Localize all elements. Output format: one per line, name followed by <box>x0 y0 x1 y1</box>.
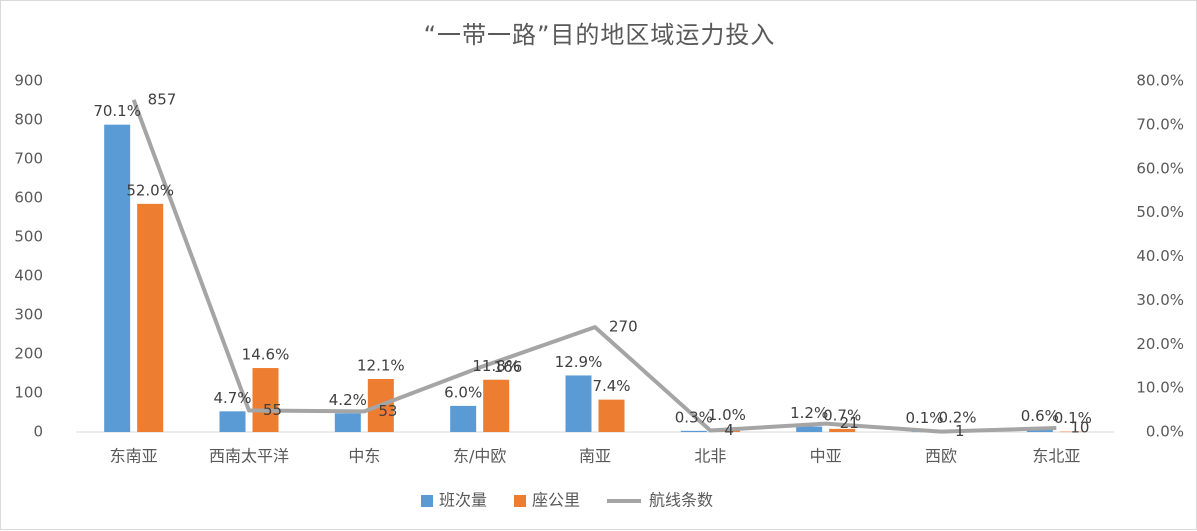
right-axis-tick-label: 60.0% <box>1136 159 1184 177</box>
left-axis-tick-label: 300 <box>14 306 43 324</box>
bar-flights <box>796 426 823 432</box>
line-data-label: 53 <box>378 402 397 420</box>
right-axis-tick-label: 30.0% <box>1136 291 1184 309</box>
bar-data-label: 6.0% <box>444 383 482 401</box>
bar-flights <box>104 124 131 433</box>
legend-label: 航线条数 <box>649 491 713 510</box>
bar-data-label: 12.1% <box>357 356 405 374</box>
bar-data-label: 70.1% <box>93 102 141 120</box>
bar-seat-km <box>137 203 164 432</box>
bar-flights <box>680 430 707 432</box>
chart-title: “一带一路”目的地区域运力投入 <box>423 21 776 49</box>
bar-data-label: 0.7% <box>823 406 861 424</box>
x-axis-category-label: 东/中欧 <box>453 447 506 466</box>
bar-flights <box>334 413 361 432</box>
bar-data-label: 12.9% <box>555 353 603 371</box>
bar-seat-km <box>483 379 510 432</box>
left-axis-tick-label: 200 <box>14 345 43 363</box>
bar-flights <box>1026 429 1053 432</box>
line-data-label: 166 <box>494 358 523 376</box>
bar-data-label: 0.3% <box>675 408 713 426</box>
legend-swatch <box>514 495 526 507</box>
bar-flights <box>450 405 477 432</box>
bar-seat-km <box>1059 431 1086 433</box>
left-axis-tick-label: 900 <box>14 72 43 90</box>
line-data-label: 10 <box>1070 419 1089 437</box>
bar-data-label: 0.2% <box>938 409 976 427</box>
legend-swatch <box>421 495 433 507</box>
bar-data-label: 4.2% <box>329 391 367 409</box>
x-axis-category-label: 北非 <box>694 447 726 466</box>
right-axis-tick-label: 40.0% <box>1136 247 1184 265</box>
bar-data-label: 0.1% <box>905 409 943 427</box>
right-axis-tick-label: 70.0% <box>1136 115 1184 133</box>
x-axis-category-label: 东北亚 <box>1032 447 1080 466</box>
left-axis-tick-label: 400 <box>14 267 43 285</box>
left-axis-tick-label: 0 <box>33 423 43 441</box>
bar-data-label: 0.6% <box>1021 407 1059 425</box>
right-axis-tick-label: 0.0% <box>1146 423 1184 441</box>
bar-seat-km <box>252 368 279 432</box>
bar-data-label: 4.7% <box>213 389 251 407</box>
bar-data-label: 1.0% <box>708 406 746 424</box>
bar-seat-km <box>829 428 856 432</box>
right-axis-tick-label: 10.0% <box>1136 379 1184 397</box>
x-axis-category-label: 西欧 <box>925 447 957 466</box>
x-axis-category-label: 东南亚 <box>110 447 158 466</box>
bar-data-label: 11.8% <box>472 357 520 375</box>
bar-data-label: 0.1% <box>1054 409 1092 427</box>
line-data-label: 55 <box>263 401 282 419</box>
x-axis-category-label: 中亚 <box>810 447 842 466</box>
bar-data-label: 14.6% <box>242 346 290 364</box>
left-axis-tick-label: 100 <box>14 384 43 402</box>
legend-label: 座公里 <box>532 491 580 510</box>
line-data-label: 857 <box>148 90 177 108</box>
bar-data-label: 7.4% <box>592 377 630 395</box>
left-axis-tick-label: 700 <box>14 150 43 168</box>
line-data-label: 270 <box>609 318 638 336</box>
x-axis-category-label: 中东 <box>348 447 380 466</box>
legend-label: 班次量 <box>439 491 487 510</box>
line-data-label: 4 <box>724 421 734 439</box>
x-axis-category-label: 西南太平洋 <box>209 447 289 466</box>
left-axis-tick-label: 500 <box>14 228 43 246</box>
right-axis-tick-label: 50.0% <box>1136 203 1184 221</box>
bar-data-label: 52.0% <box>126 181 174 199</box>
bar-flights <box>565 375 592 432</box>
line-data-label: 21 <box>840 414 859 432</box>
x-axis-category-label: 南亚 <box>579 447 611 466</box>
bar-seat-km <box>598 399 625 432</box>
bar-flights <box>219 411 246 432</box>
right-axis-tick-label: 80.0% <box>1136 72 1184 90</box>
line-data-label: 1 <box>955 422 965 440</box>
left-axis-tick-label: 600 <box>14 189 43 207</box>
bar-data-label: 1.2% <box>790 404 828 422</box>
right-axis-tick-label: 20.0% <box>1136 335 1184 353</box>
left-axis-tick-label: 800 <box>14 111 43 129</box>
line-routes <box>131 99 1057 434</box>
